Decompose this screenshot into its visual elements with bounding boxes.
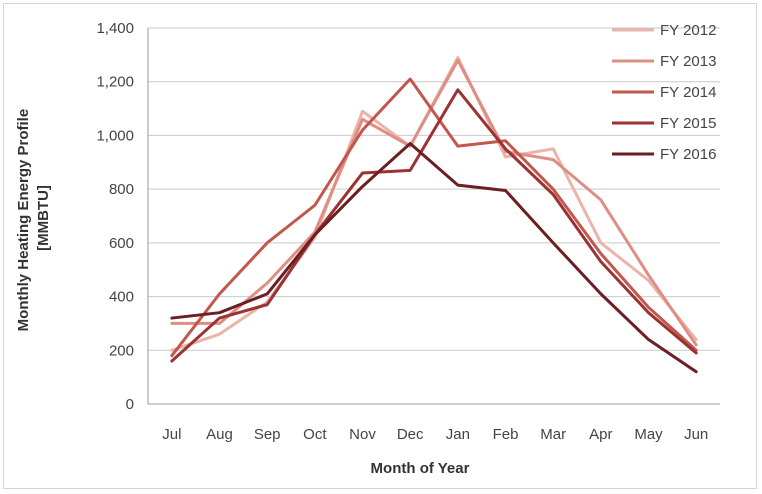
x-tick-label: Dec	[397, 426, 424, 443]
x-tick-label: Sep	[254, 426, 281, 443]
gridlines	[148, 27, 720, 351]
x-tick-label: Jul	[162, 426, 181, 443]
legend-label: FY 2013	[660, 53, 716, 70]
y-axis-title-line-1: Monthly Heating Energy Profile	[15, 109, 32, 332]
series-line-fy-2015	[170, 88, 698, 363]
x-tick-label: Jun	[684, 426, 708, 443]
y-axis-title: Monthly Heating Energy Profile [MMBTU]	[15, 105, 52, 332]
x-tick-label: Oct	[303, 426, 327, 443]
series-line-fy-2013	[170, 58, 698, 347]
y-tick-label: 0	[126, 396, 134, 413]
y-tick-label: 600	[109, 235, 134, 252]
y-tick-label: 800	[109, 181, 134, 198]
series-line-fy-2014	[170, 77, 698, 358]
x-axis-ticks: Jul Aug Sep Oct Nov Dec Jan Feb Mar Apr May Jun	[162, 426, 708, 443]
x-tick-label: Apr	[589, 426, 612, 443]
y-tick-label: 1,400	[96, 20, 134, 37]
x-tick-label: Mar	[540, 426, 566, 443]
x-tick-label: Jan	[446, 426, 470, 443]
y-axis-title-line-2: [MMBTU]	[35, 185, 52, 251]
series-lines	[170, 56, 698, 374]
x-axis-title: Month of Year	[371, 460, 470, 477]
y-tick-label: 1,200	[96, 74, 134, 91]
legend-label: FY 2014	[660, 84, 716, 101]
x-tick-label: May	[634, 426, 663, 443]
x-tick-label: Aug	[206, 426, 233, 443]
legend-label: FY 2012	[660, 22, 716, 39]
legend-label: FY 2016	[660, 146, 716, 163]
y-tick-label: 1,000	[96, 127, 134, 144]
x-tick-label: Nov	[349, 426, 376, 443]
y-axis-ticks: 0 200 400 600 800 1,000 1,200 1,400	[96, 20, 134, 413]
legend: FY 2012 FY 2013 FY 2014 FY 2015 FY 2016	[612, 22, 716, 163]
axes	[147, 28, 720, 405]
series-line-fy-2016	[170, 141, 698, 374]
y-tick-label: 200	[109, 342, 134, 359]
legend-label: FY 2015	[660, 115, 716, 132]
x-tick-label: Feb	[493, 426, 519, 443]
y-tick-label: 400	[109, 289, 134, 306]
